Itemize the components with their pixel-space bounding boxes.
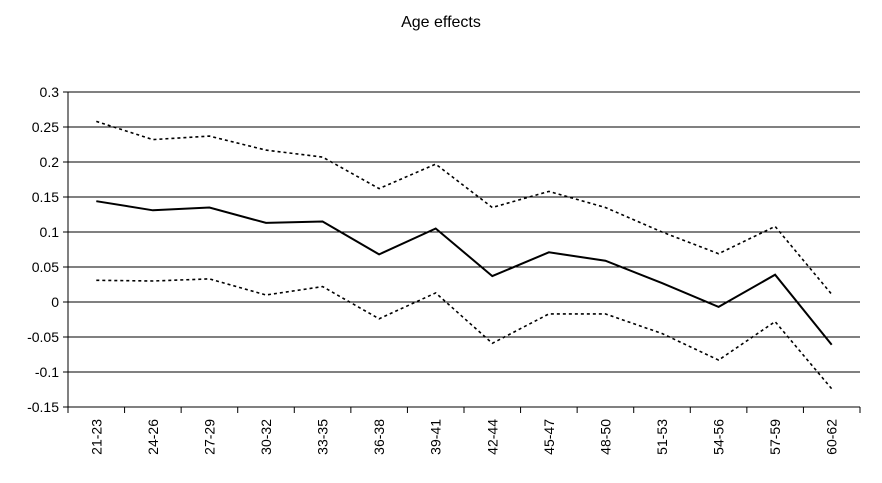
axes — [63, 91, 861, 413]
x-tick-label: 48-50 — [597, 419, 613, 455]
x-tick-label: 60-62 — [824, 419, 840, 455]
x-tick-label: 45-47 — [541, 419, 557, 455]
y-tick-label: 0.3 — [40, 84, 60, 100]
x-tick-label: 42-44 — [484, 419, 500, 455]
gridlines — [68, 91, 860, 408]
x-tick-label: 36-38 — [371, 419, 387, 455]
y-tick-label: -0.1 — [35, 364, 59, 380]
x-tick-label: 51-53 — [654, 419, 670, 455]
x-tick-label: 33-35 — [315, 419, 331, 455]
y-tick-label: -0.05 — [27, 329, 59, 345]
x-tick-label: 21-23 — [88, 419, 104, 455]
x-tick-label: 39-41 — [428, 419, 444, 455]
y-tick-label: 0.05 — [32, 259, 59, 275]
lower-bound-line — [96, 278, 833, 390]
estimate-line — [96, 200, 833, 346]
x-tick-label: 30-32 — [258, 419, 274, 455]
x-tick-label: 54-56 — [711, 419, 727, 455]
y-tick-label: 0.2 — [40, 154, 60, 170]
y-tick-label: 0.15 — [32, 189, 59, 205]
chart-title: Age effects — [401, 14, 481, 31]
series-lines — [96, 120, 833, 390]
tick-labels: 0.3 0.25 0.2 0.15 0.1 0.05 0 -0.05 -0.1 -0.15 21-2… — [27, 84, 840, 455]
y-tick-label: -0.15 — [27, 399, 59, 415]
x-tick-label: 57-59 — [767, 419, 783, 455]
y-tick-label: 0.1 — [40, 224, 60, 240]
y-tick-label: 0 — [51, 294, 59, 310]
x-tick-label: 27-29 — [201, 419, 217, 455]
x-tick-label: 24-26 — [145, 419, 161, 455]
y-tick-label: 0.25 — [32, 119, 59, 135]
